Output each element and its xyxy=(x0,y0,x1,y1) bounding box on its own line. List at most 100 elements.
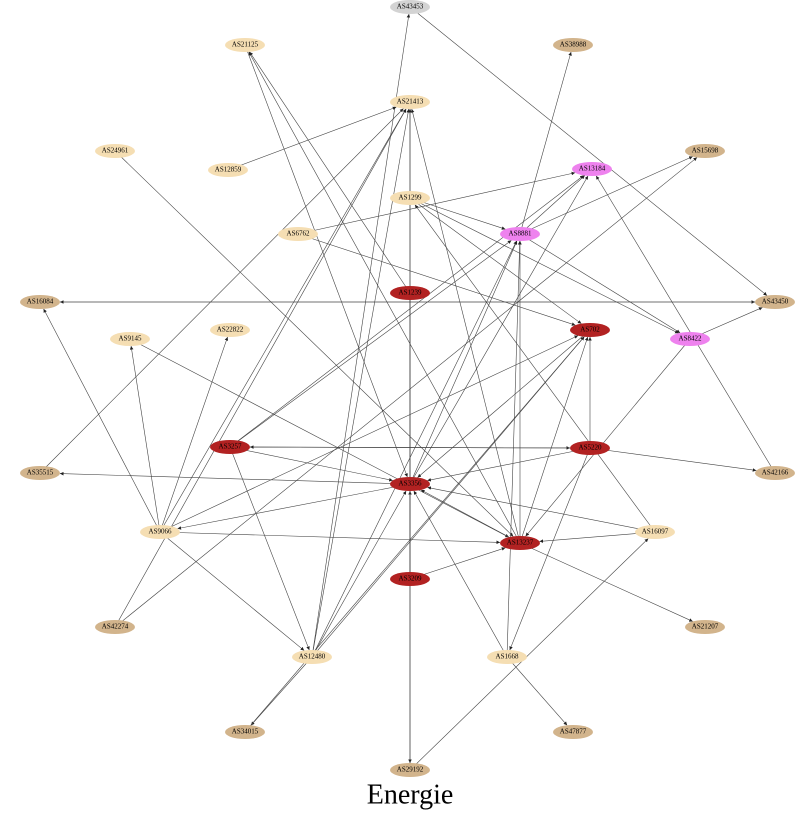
node xyxy=(292,650,332,664)
edge xyxy=(159,108,407,533)
node-label: AS35515 xyxy=(27,469,54,477)
node-label: AS8881 xyxy=(509,230,532,238)
edge xyxy=(159,531,501,545)
edge xyxy=(409,547,506,580)
node-label: AS12480 xyxy=(299,653,326,661)
edge xyxy=(519,175,585,235)
edge xyxy=(227,106,397,171)
node xyxy=(20,295,60,309)
edge xyxy=(414,204,656,533)
node xyxy=(278,227,318,241)
node-label: AS12859 xyxy=(215,166,242,174)
edge xyxy=(413,490,508,658)
node xyxy=(570,323,610,337)
node xyxy=(140,525,180,539)
node-label: AS9145 xyxy=(119,335,142,343)
edge xyxy=(417,329,591,478)
node xyxy=(685,144,725,158)
node-label: AS38988 xyxy=(560,41,587,49)
node xyxy=(500,227,540,241)
edge xyxy=(409,538,649,771)
edge xyxy=(589,447,757,472)
node-label: AS3257 xyxy=(219,443,242,451)
edge xyxy=(59,471,411,485)
title: Energie xyxy=(367,779,454,810)
node xyxy=(390,572,430,586)
edge xyxy=(409,240,518,485)
edge xyxy=(311,13,411,658)
nodes: AS43453 AS21125 AS38988 AS21413 AS24961 AS128… xyxy=(20,0,795,777)
edge xyxy=(311,336,585,658)
node xyxy=(390,0,430,14)
node-label: AS5220 xyxy=(579,444,602,452)
node-label: AS1668 xyxy=(496,653,519,661)
edge xyxy=(248,51,521,544)
node xyxy=(210,440,250,454)
edge xyxy=(519,156,693,235)
node-label: AS16084 xyxy=(27,298,54,306)
node xyxy=(110,332,150,346)
edge xyxy=(506,656,568,726)
node xyxy=(390,286,430,300)
node xyxy=(487,650,527,664)
edge xyxy=(519,542,693,622)
edge xyxy=(409,6,768,296)
edge xyxy=(159,531,305,651)
node xyxy=(553,38,593,52)
node xyxy=(225,38,265,52)
edge xyxy=(159,336,229,533)
edge xyxy=(409,175,589,485)
edge xyxy=(249,51,411,294)
edge xyxy=(409,197,679,334)
node xyxy=(670,332,710,346)
edge xyxy=(420,489,521,544)
node-label: AS29192 xyxy=(397,766,424,774)
edge xyxy=(249,445,591,449)
edge xyxy=(229,446,310,651)
node xyxy=(572,162,612,176)
edge xyxy=(409,197,582,324)
edge xyxy=(427,447,591,482)
edge xyxy=(129,345,161,533)
node xyxy=(20,466,60,480)
edge xyxy=(506,240,522,658)
node-label: AS3356 xyxy=(399,480,422,488)
edge xyxy=(244,44,408,478)
edge xyxy=(114,157,698,628)
node-label: AS1239 xyxy=(399,289,422,297)
node-label: AS13237 xyxy=(507,539,534,547)
node-label: AS42274 xyxy=(102,623,129,631)
node-label: AS43450 xyxy=(762,298,789,306)
node xyxy=(390,477,430,491)
edge xyxy=(525,338,691,537)
edge xyxy=(519,336,589,544)
node xyxy=(95,144,135,158)
node xyxy=(635,525,675,539)
edge xyxy=(129,338,510,538)
edges xyxy=(39,6,776,771)
node-label: AS15698 xyxy=(692,147,719,155)
node-label: AS702 xyxy=(580,326,600,334)
edge xyxy=(229,240,512,448)
edge xyxy=(39,108,404,474)
node xyxy=(755,466,795,480)
node xyxy=(390,763,430,777)
edge xyxy=(177,483,411,530)
node-label: AS1299 xyxy=(399,194,422,202)
edge xyxy=(509,447,591,651)
node xyxy=(390,191,430,205)
node xyxy=(553,725,593,739)
node-label: AS21413 xyxy=(397,98,424,106)
edge xyxy=(595,175,776,474)
edge xyxy=(159,335,579,533)
edge xyxy=(244,336,585,733)
node xyxy=(225,725,265,739)
edge xyxy=(519,233,681,334)
edge xyxy=(311,240,517,658)
node xyxy=(570,441,610,455)
node xyxy=(500,536,540,550)
edge xyxy=(114,150,514,537)
edge xyxy=(229,446,393,482)
node-label: AS43453 xyxy=(397,3,424,11)
